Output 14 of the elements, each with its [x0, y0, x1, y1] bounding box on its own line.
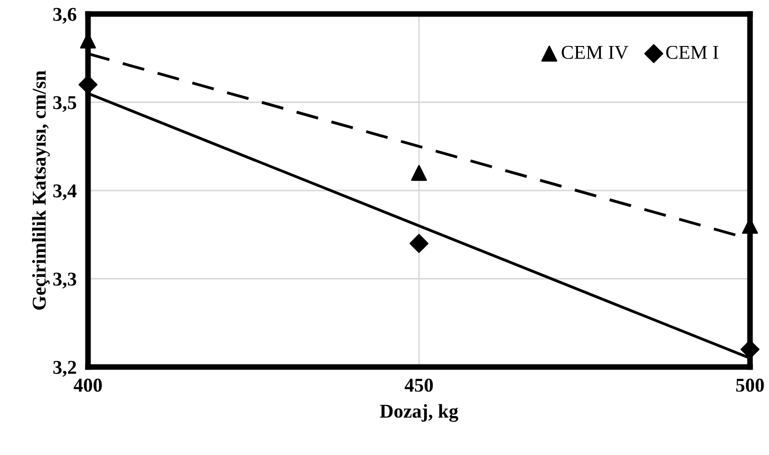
legend-label: CEM I — [666, 46, 718, 59]
y-tick-label: 3,5 — [53, 96, 76, 112]
y-tick-label: 3,6 — [53, 8, 76, 24]
y-tick-label: 3,2 — [53, 360, 76, 377]
point — [410, 234, 428, 253]
legend-label: CEM IV — [562, 46, 628, 60]
x-tick-label: 500 — [736, 378, 764, 392]
y-axis-title: Geçirimlilik Katsayısı, cm/sn — [32, 70, 50, 310]
x-tick-label: 450 — [404, 378, 433, 392]
y-tick-label: 3,4 — [53, 184, 77, 200]
point — [411, 164, 427, 181]
x-axis-title: Dozaj, kg — [380, 404, 458, 422]
x-tick-label: 400 — [74, 378, 102, 392]
y-tick-label: 3,3 — [53, 272, 76, 289]
